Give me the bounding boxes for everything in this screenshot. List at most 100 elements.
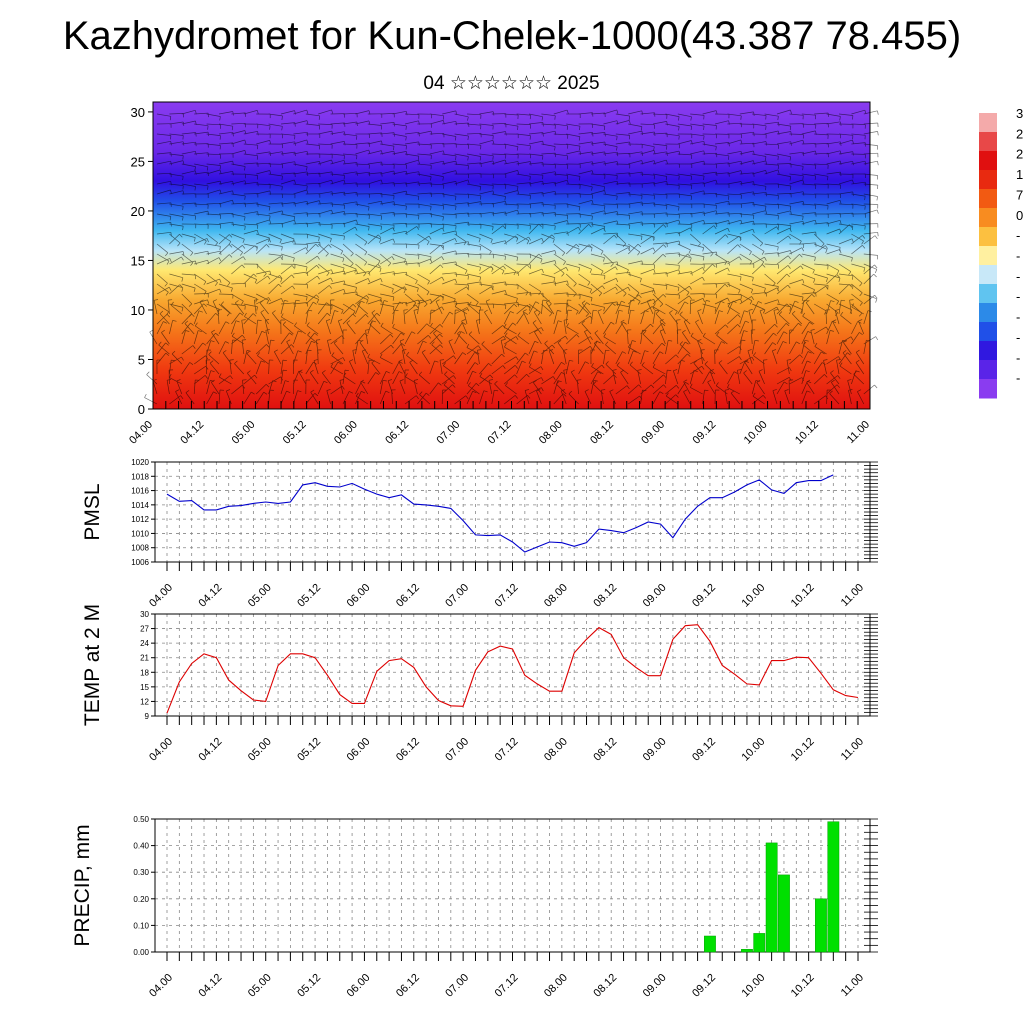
wind-barb: [231, 339, 233, 355]
wind-barb-flag: [554, 115, 556, 120]
wind-barb: [776, 341, 784, 355]
wind-barb: [801, 143, 816, 145]
wind-barb-flag: [198, 330, 203, 333]
wind-barb: [253, 300, 257, 315]
wind-barb: [476, 320, 480, 335]
wind-barb: [553, 266, 567, 275]
wind-barb: [367, 200, 382, 205]
wind-barb: [218, 321, 227, 335]
wind-barb: [665, 269, 679, 275]
wind-barb-flag: [554, 171, 557, 176]
wind-barb-flag: [333, 340, 338, 344]
wind-barb: [333, 342, 344, 355]
wind-barb: [317, 244, 329, 255]
wind-barb: [156, 283, 169, 293]
wind-barb: [491, 131, 506, 135]
wind-barb-flag: [282, 321, 287, 325]
wind-barb-flag: [419, 299, 424, 302]
wind-barb-flag: [298, 330, 303, 333]
wind-barb: [565, 283, 577, 294]
wind-barb-flag: [334, 310, 339, 313]
heatmap-ytick-label: 20: [131, 204, 145, 219]
wind-barb: [814, 222, 829, 225]
wind-barb: [429, 227, 443, 235]
wind-barb-flag: [600, 250, 604, 255]
wind-barb-flag: [503, 336, 506, 340]
x-tick-label: 09.12: [690, 972, 718, 1000]
wind-barb-flag: [505, 201, 507, 206]
wind-barb: [256, 170, 270, 175]
wind-barb: [206, 213, 221, 216]
wind-barb: [193, 342, 204, 355]
wind-barb: [231, 293, 244, 302]
wind-barb-flag: [695, 319, 699, 323]
wind-barb-flag: [364, 241, 368, 246]
wind-barb-flag: [753, 352, 757, 356]
wind-barb: [417, 253, 432, 258]
wind-barb: [553, 143, 568, 146]
colorbar-label: 3: [1016, 106, 1023, 121]
wind-barb-flag: [743, 330, 748, 333]
wind-barb-flag: [789, 156, 792, 161]
wind-barb: [615, 233, 627, 245]
wind-barb: [620, 372, 629, 385]
wind-barb: [591, 366, 604, 375]
wind-barb-flag: [146, 371, 150, 375]
wind-barb: [193, 310, 200, 325]
wind-barb: [640, 123, 655, 126]
wind-barb-flag: [380, 226, 382, 231]
wind-barb-flag: [853, 371, 857, 375]
wind-barb: [615, 113, 630, 117]
y-tick-label: 9: [145, 712, 150, 721]
wind-barb: [590, 161, 605, 165]
wind-barb-flag: [562, 252, 566, 257]
wind-barb-flag: [802, 312, 806, 317]
wind-barb: [838, 336, 852, 345]
wind-barb-flag: [838, 356, 841, 360]
wind-barb-flag: [364, 251, 368, 256]
wind-barb-flag: [805, 300, 810, 303]
wind-barb-flag: [687, 253, 691, 258]
y-tick-label: 1014: [131, 501, 149, 510]
wind-barb-flag: [430, 176, 432, 181]
wind-barb: [268, 376, 281, 385]
wind-barb-flag: [553, 277, 556, 282]
wind-barb: [541, 260, 556, 265]
wind-barb: [584, 331, 592, 345]
wind-barb: [801, 242, 816, 245]
wind-barb: [330, 270, 345, 275]
wind-barb: [417, 203, 432, 207]
wind-barb: [666, 395, 678, 405]
wind-barb: [789, 279, 803, 285]
wind-barb-flag: [163, 321, 168, 324]
wind-barb: [553, 362, 562, 375]
wind-barb: [848, 390, 852, 405]
wind-barb: [714, 193, 729, 197]
wind-barb: [677, 301, 686, 315]
wind-barb-flag: [195, 151, 197, 156]
wind-barb: [764, 243, 779, 248]
wind-barb: [231, 312, 241, 325]
wind-barb-flag: [591, 170, 594, 175]
wind-barb: [744, 362, 753, 375]
wind-barb-flag: [616, 211, 619, 216]
wind-barb: [603, 109, 617, 115]
wind-barb-flag: [170, 161, 172, 166]
wind-barb: [553, 231, 568, 235]
wind-barb: [690, 335, 703, 345]
wind-barb: [260, 312, 269, 325]
wind-barb-flag: [199, 299, 204, 303]
wind-barb: [429, 120, 444, 125]
wind-barb: [863, 253, 878, 256]
wind-barb: [457, 333, 468, 345]
wind-barb-flag: [678, 135, 680, 140]
wind-barb: [169, 251, 184, 255]
wind-barb-flag: [623, 321, 627, 325]
wind-barb-flag: [727, 297, 730, 302]
wind-barb: [231, 303, 246, 306]
wind-barb: [566, 293, 581, 296]
wind-barb: [392, 371, 400, 385]
wind-barb: [280, 265, 293, 275]
wind-barb-flag: [751, 356, 755, 361]
wind-barb: [169, 183, 184, 186]
